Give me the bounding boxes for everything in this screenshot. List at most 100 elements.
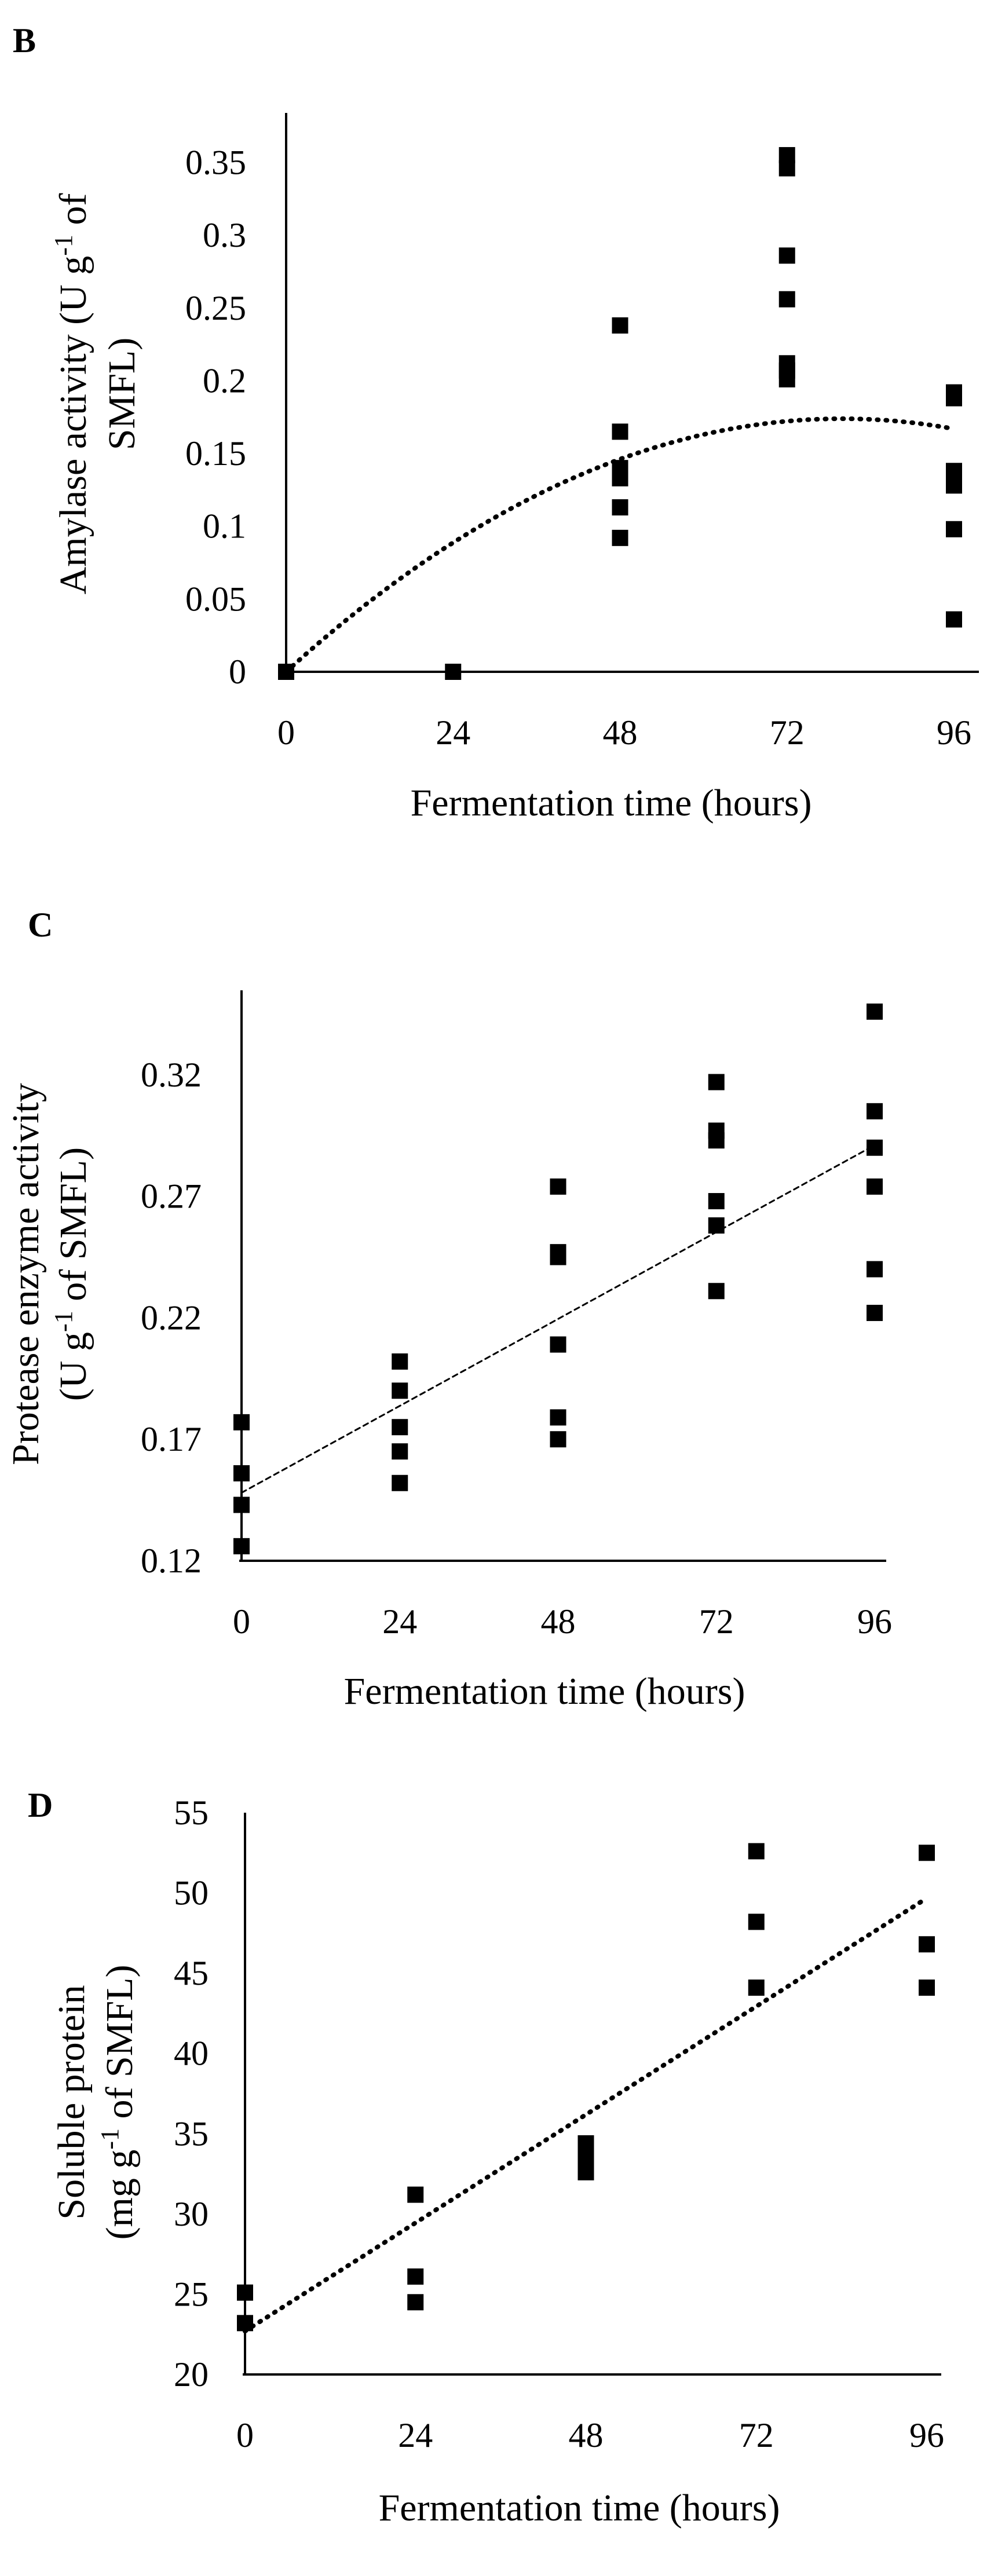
- data-point: [612, 423, 628, 440]
- x-axis-title: Fermentation time (hours): [411, 782, 812, 824]
- y-tick-label: 55: [174, 1794, 209, 1832]
- trendline: [240, 1144, 876, 1494]
- x-axis-title: Fermentation time (hours): [379, 2487, 780, 2529]
- data-point: [708, 1283, 725, 1300]
- y-tick-label: 0.2: [203, 361, 246, 400]
- x-tick-label: 48: [569, 2416, 604, 2454]
- data-point: [867, 1139, 883, 1156]
- trendline: [284, 416, 956, 674]
- data-point: [612, 529, 628, 546]
- data-point: [445, 664, 462, 680]
- x-tick-label: 0: [236, 2416, 254, 2454]
- x-tick-label: 24: [436, 713, 470, 752]
- chart-amylase: B 0 0.05 0.1 0.15 0.2 0.25 0.3 0.35 0 24 48 72 96 F…: [13, 21, 979, 824]
- trendline-path: [243, 1896, 929, 2334]
- y-tick-label: 45: [174, 1954, 209, 1992]
- data-point: [708, 1217, 725, 1234]
- data-point: [407, 2294, 424, 2311]
- y-tick-label: 0.32: [141, 1056, 202, 1094]
- y-axis-title: Soluble protein (mg g-1 of SMFL): [50, 1965, 141, 2240]
- data-point: [748, 1913, 765, 1930]
- y-tick-labels: 0.12 0.17 0.22 0.27 0.32: [141, 1056, 202, 1580]
- data-point: [237, 2284, 253, 2301]
- data-point: [407, 2268, 424, 2285]
- data-point: [919, 1979, 935, 1996]
- trendline: [243, 1896, 929, 2334]
- data-points: [237, 1843, 935, 2332]
- y-tick-label: 0.05: [185, 580, 246, 618]
- y-tick-label: 25: [174, 2275, 209, 2313]
- data-point: [867, 1305, 883, 1322]
- data-point: [946, 390, 962, 407]
- y-tick-labels: 0 0.05 0.1 0.15 0.2 0.25 0.3 0.35: [185, 144, 246, 691]
- y-axis-title-line-1: Amylase activity (U g-1 of: [49, 193, 95, 595]
- x-tick-label: 96: [909, 2416, 944, 2454]
- trendline-path: [240, 1144, 876, 1494]
- data-point: [748, 1843, 765, 1860]
- data-point: [233, 1465, 250, 1481]
- data-point: [867, 1103, 883, 1119]
- y-axis-title-line-2: SMFL): [101, 338, 143, 450]
- x-tick-label: 96: [857, 1602, 892, 1641]
- data-point: [392, 1443, 408, 1460]
- data-point: [919, 1845, 935, 1861]
- data-point: [233, 1538, 250, 1554]
- data-point: [392, 1474, 408, 1491]
- panel-label-d: D: [28, 1786, 53, 1824]
- y-tick-label: 0.25: [185, 289, 246, 327]
- data-points: [233, 1003, 883, 1554]
- x-tick-label: 72: [699, 1602, 734, 1641]
- x-tick-label: 24: [382, 1602, 417, 1641]
- x-tick-label: 48: [541, 1602, 576, 1641]
- data-point: [577, 2164, 594, 2180]
- chart-soluble-protein: D 20 25 30 35 40 45 50 55 0 24 48 72 96 Fermentatio…: [28, 1786, 944, 2529]
- y-axis-title-line-2: (U g-1 of SMFL): [49, 1147, 95, 1401]
- data-point: [233, 1414, 250, 1430]
- panel-label-b: B: [13, 21, 36, 60]
- x-tick-label: 24: [398, 2416, 433, 2454]
- data-point: [778, 160, 795, 177]
- data-point: [867, 1003, 883, 1020]
- data-point: [867, 1261, 883, 1278]
- y-tick-label: 0.17: [141, 1420, 202, 1458]
- data-point: [748, 1979, 765, 1996]
- data-point: [550, 1409, 566, 1426]
- data-point: [919, 1936, 935, 1953]
- y-tick-label: 30: [174, 2195, 209, 2233]
- y-tick-label: 0.1: [203, 507, 246, 546]
- x-tick-label: 96: [937, 713, 971, 752]
- data-point: [612, 499, 628, 516]
- y-axis-title: Amylase activity (U g-1 of SMFL): [49, 193, 144, 595]
- data-point: [550, 1178, 566, 1195]
- data-point: [946, 463, 962, 480]
- y-axis-title-line-1: Protease enzyme activity: [5, 1083, 47, 1465]
- y-tick-label: 0.27: [141, 1177, 202, 1216]
- data-point: [237, 2315, 253, 2332]
- data-point: [392, 1353, 408, 1370]
- data-point: [708, 1132, 725, 1149]
- data-point: [612, 317, 628, 334]
- y-tick-label: 40: [174, 2035, 209, 2073]
- x-tick-labels: 0 24 48 72 96: [236, 2416, 944, 2454]
- data-point: [278, 664, 294, 680]
- x-tick-labels: 0 24 48 72 96: [233, 1602, 892, 1641]
- data-point: [392, 1382, 408, 1399]
- chart-protease: C 0.12 0.17 0.22 0.27 0.32 0 24 48 72 96 Ferment…: [5, 906, 892, 1713]
- data-point: [946, 611, 962, 628]
- y-tick-label: 0.15: [185, 434, 246, 473]
- y-axis-title-line-2: (mg g-1 of SMFL): [96, 1965, 141, 2240]
- x-axis-title: Fermentation time (hours): [344, 1670, 745, 1713]
- data-point: [946, 477, 962, 494]
- trendline-path: [284, 416, 956, 674]
- data-point: [867, 1178, 883, 1195]
- y-tick-label: 35: [174, 2114, 209, 2153]
- data-point: [778, 371, 795, 387]
- y-axis-title-line-1: Soluble protein: [50, 1985, 93, 2219]
- data-points: [278, 147, 962, 680]
- y-tick-label: 0.12: [141, 1542, 202, 1580]
- data-point: [708, 1074, 725, 1091]
- data-point: [778, 291, 795, 308]
- y-tick-label: 0.3: [203, 216, 246, 254]
- y-tick-label: 0.35: [185, 144, 246, 182]
